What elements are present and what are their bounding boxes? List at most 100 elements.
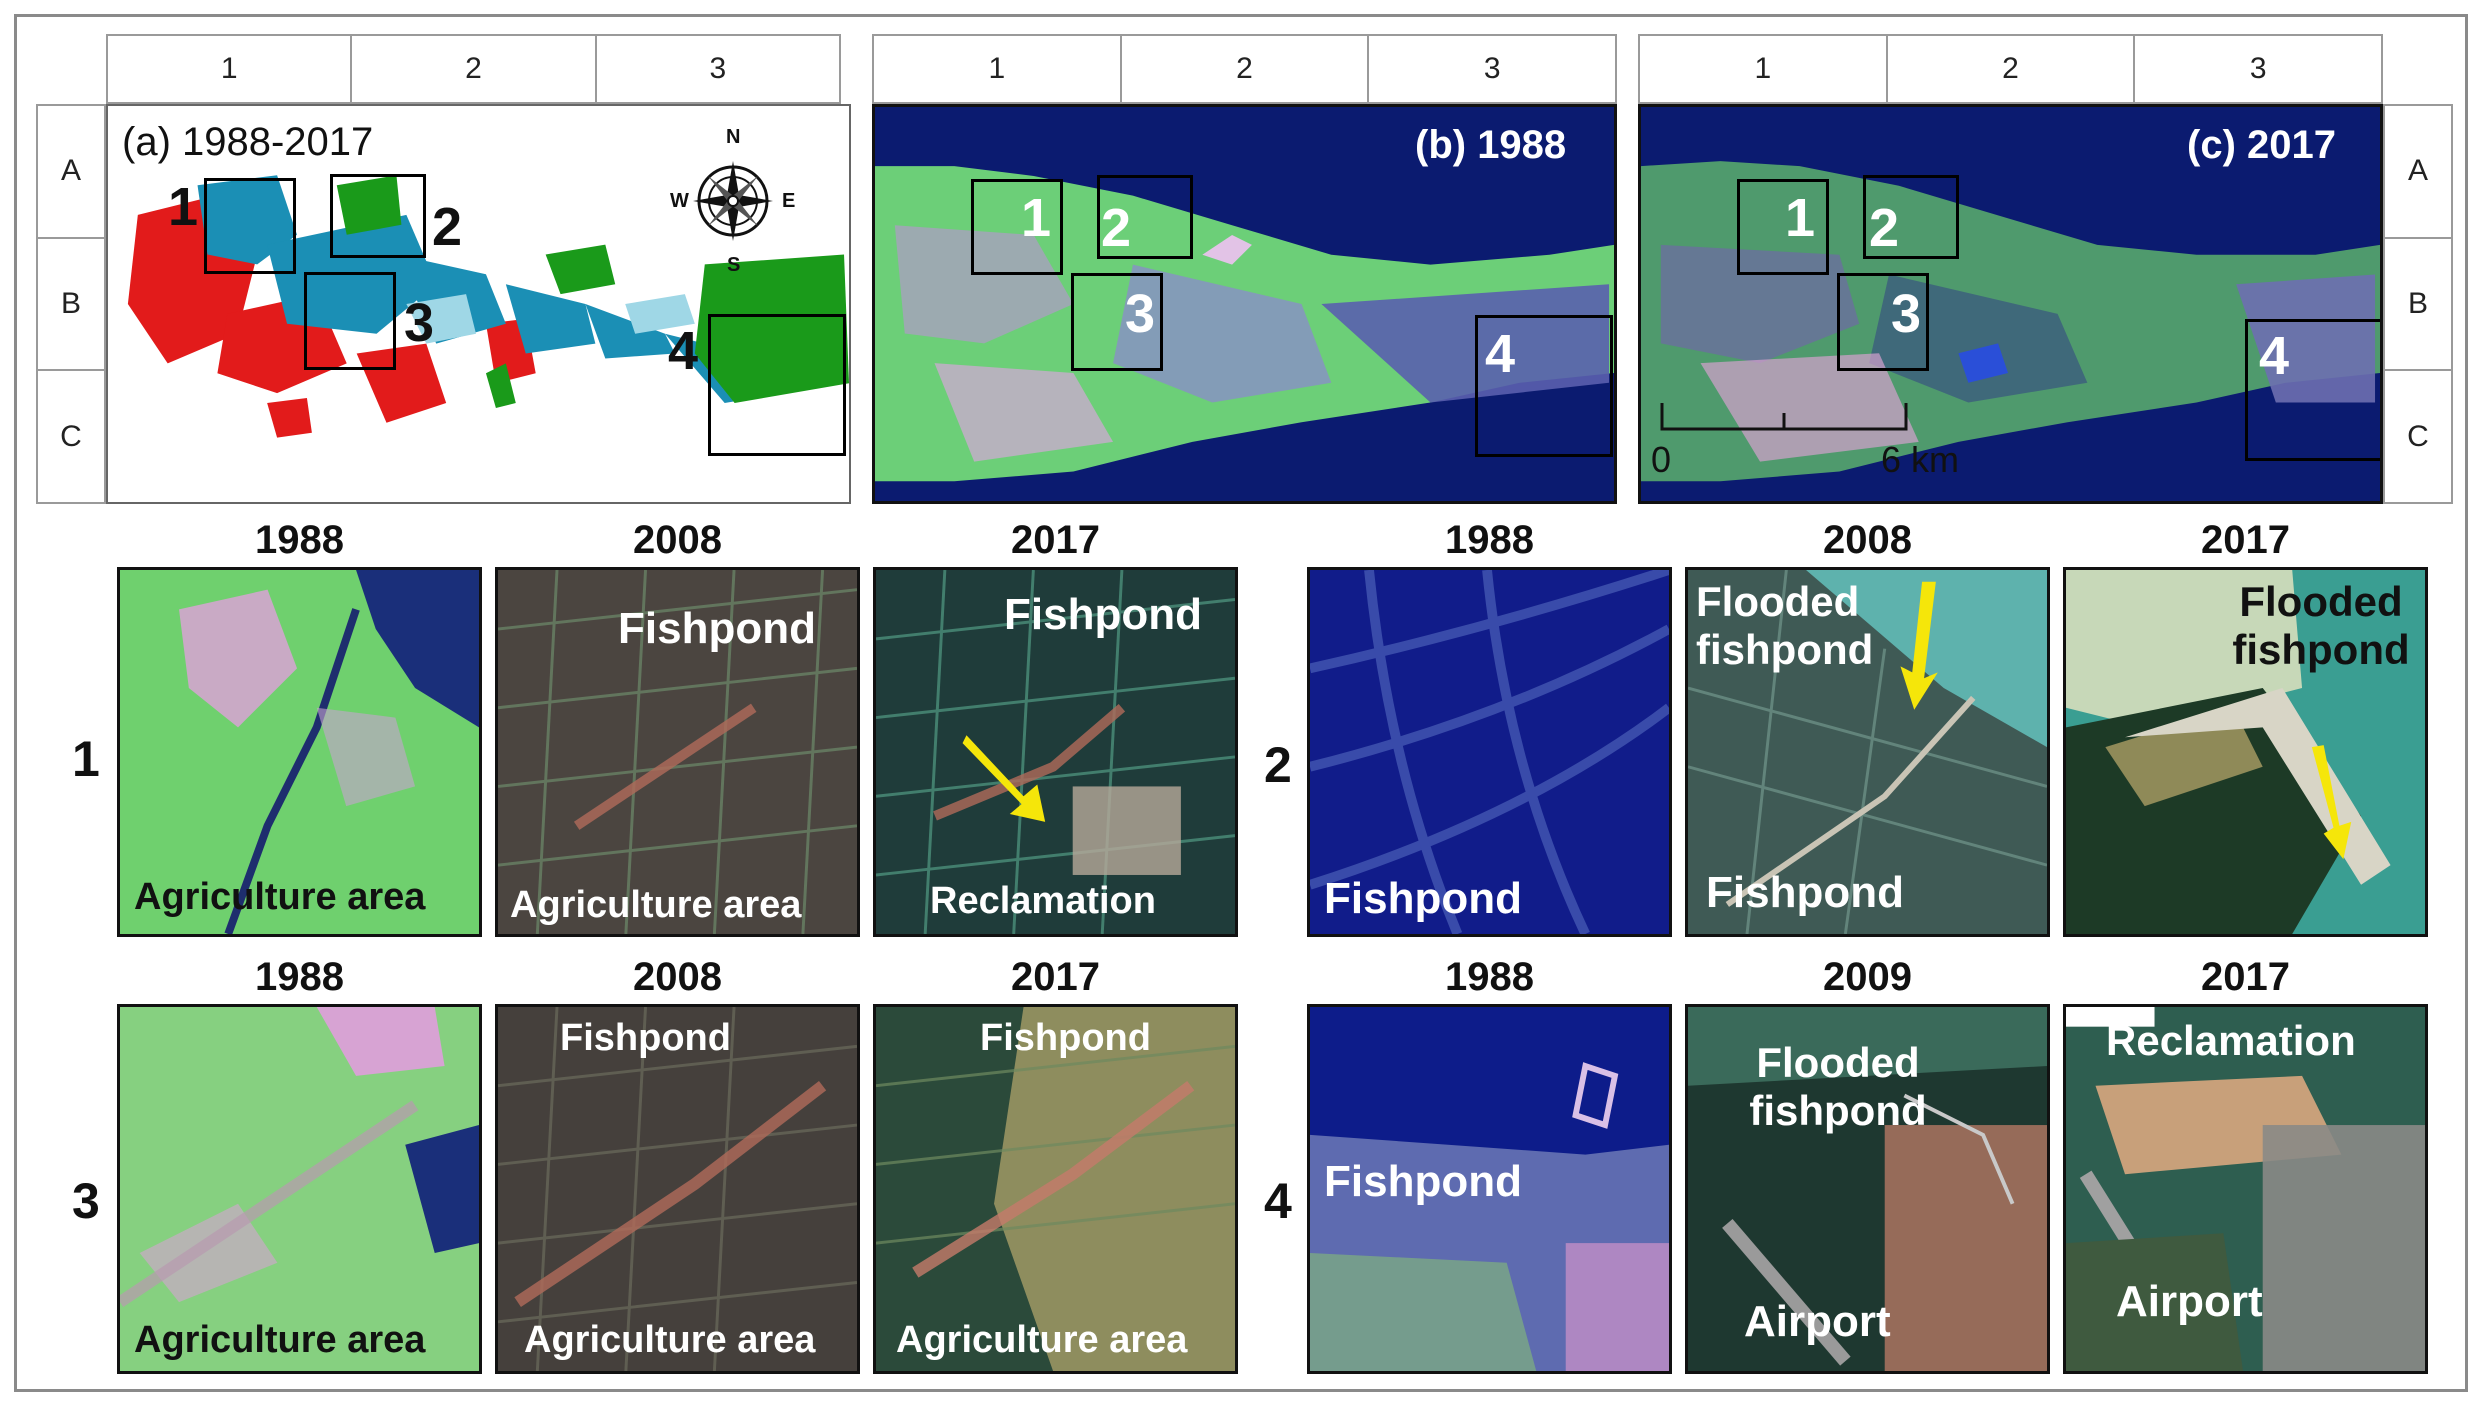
study-box-label-4: 4 (668, 321, 699, 381)
panel-label: Fishpond (1324, 1157, 1522, 1206)
grid-columns-c: 1 2 3 (1638, 34, 2383, 104)
panel-r4-2009: Flooded fishpond Airport (1685, 1004, 2050, 1374)
row-label-4: 4 (1264, 1173, 1292, 1229)
study-box-label-4: 4 (2259, 326, 2290, 386)
panel-label: Fishpond (560, 1017, 731, 1059)
compass-s: S (727, 254, 741, 276)
study-box-label-2: 2 (1101, 198, 1132, 258)
map-b-1988: (b) 1988 1 2 3 4 (872, 104, 1617, 504)
panel-label: Fishpond (1004, 590, 1202, 639)
panel-r3-2017: Fishpond Agriculture area (873, 1004, 1238, 1374)
study-box-4 (1475, 315, 1613, 457)
grid-col-label: 2 (1122, 36, 1370, 102)
compass-n: N (726, 126, 741, 148)
map-c-title: (c) 2017 (2187, 123, 2336, 167)
study-box-label-1: 1 (168, 177, 199, 237)
satellite-2017-graphic (1641, 107, 2380, 501)
study-box-label-2: 2 (432, 197, 463, 257)
panel-year: 1988 (255, 955, 344, 999)
study-box-label-2: 2 (1869, 198, 1900, 258)
satellite-1988-graphic (875, 107, 1614, 501)
grid-col-label: 1 (874, 36, 1122, 102)
panel-r2-2008: Flooded fishpond Fishpond (1685, 567, 2050, 937)
grid-row-label: C (60, 419, 82, 453)
panel-year: 2017 (1011, 955, 1100, 999)
panel-year: 2008 (633, 518, 722, 562)
compass-e: E (782, 190, 796, 212)
panel-label: Fishpond (1706, 868, 1904, 917)
grid-columns-b: 1 2 3 (872, 34, 1617, 104)
row-label-2: 2 (1264, 737, 1292, 793)
scale-zero: 0 (1651, 439, 1672, 480)
panel-r2-2017: Flooded fishpond (2063, 567, 2428, 937)
study-box-1 (971, 179, 1063, 275)
panel-year: 2009 (1823, 955, 1912, 999)
grid-row-label: C (2407, 419, 2429, 453)
study-box-4 (708, 314, 846, 456)
study-box-label-3: 3 (1125, 284, 1156, 344)
panel-year: 2008 (1823, 518, 1912, 562)
panel-label: Flooded fishpond (1696, 578, 1874, 674)
study-box-3 (1071, 273, 1163, 371)
panel-r1-2008: Fishpond Agriculture area (495, 567, 860, 937)
grid-row-label: B (38, 239, 104, 372)
panel-year: 2017 (1011, 518, 1100, 562)
grid-row-label: B (2385, 239, 2451, 372)
panel-label: Agriculture area (134, 1319, 426, 1361)
figure-frame (14, 14, 2468, 1392)
panel-r3-2008: Fishpond Agriculture area (495, 1004, 860, 1374)
map-c-2017: (c) 2017 1 2 3 4 0 6 km (1638, 104, 2383, 504)
panel-label: Reclamation (2106, 1017, 2356, 1064)
panel-r1-1988: Agriculture area (117, 567, 482, 937)
grid-col-label: 1 (1640, 36, 1888, 102)
grid-rows-left: A B C (36, 104, 106, 504)
grid-row-label: A (2385, 106, 2451, 239)
grid-col-label: 3 (1483, 52, 1501, 85)
panel-year: 2017 (2201, 518, 2290, 562)
grid-col-label: 3 (2249, 52, 2267, 85)
panel-r4-1988: Fishpond (1307, 1004, 1672, 1374)
grid-col-label: 1 (108, 36, 353, 102)
grid-col-label: 3 (709, 52, 727, 85)
study-box-label-3: 3 (404, 293, 435, 353)
panel-r3-1988: Agriculture area (117, 1004, 482, 1374)
panel-label: Agriculture area (134, 876, 426, 918)
compass-icon: N S W E (668, 126, 798, 276)
panel-year: 2017 (2201, 955, 2290, 999)
study-box-label-4: 4 (1485, 324, 1516, 384)
panel-r1-2017: Fishpond Reclamation (873, 567, 1238, 937)
panel-label: Flooded fishpond (1749, 1039, 1927, 1135)
scale-max: 6 km (1881, 439, 1960, 480)
study-box-1 (204, 178, 296, 274)
grid-row-label: A (38, 106, 104, 239)
study-box-2 (1863, 175, 1959, 259)
panel-r4-2017: Reclamation Airport (2063, 1004, 2428, 1374)
study-box-label-1: 1 (1785, 188, 1816, 248)
panel-label: Fishpond (618, 604, 816, 653)
panel-label: Agriculture area (896, 1319, 1188, 1361)
panel-label: Airport (2116, 1277, 2263, 1326)
map-a-change: (a) 1988-2017 N S W E 1 2 3 4 (106, 104, 851, 504)
grid-rows-right: A B C (2383, 104, 2453, 504)
map-b-title: (b) 1988 (1415, 123, 1567, 167)
panel-label: Reclamation (930, 880, 1156, 922)
panel-label: Fishpond (980, 1017, 1151, 1059)
panel-label: Agriculture area (524, 1319, 816, 1361)
panel-label: Airport (1744, 1297, 1891, 1346)
panel-label: Agriculture area (510, 884, 802, 926)
map-a-title: (a) 1988-2017 (122, 120, 374, 164)
grid-col-label: 2 (352, 36, 597, 102)
study-box-1 (1737, 179, 1829, 275)
panel-r2-1988: Fishpond (1307, 567, 1672, 937)
study-box-3 (1837, 273, 1929, 371)
panel-label: Flooded fishpond (2232, 578, 2410, 674)
grid-col-label: 2 (1888, 36, 2136, 102)
panel-year: 1988 (1445, 955, 1534, 999)
study-box-label-3: 3 (1891, 284, 1922, 344)
panel-year: 2008 (633, 955, 722, 999)
study-box-3 (304, 272, 396, 370)
compass-w: W (670, 190, 689, 212)
row-label-1: 1 (72, 731, 100, 787)
panel-year: 1988 (255, 518, 344, 562)
panel-label: Fishpond (1324, 874, 1522, 923)
